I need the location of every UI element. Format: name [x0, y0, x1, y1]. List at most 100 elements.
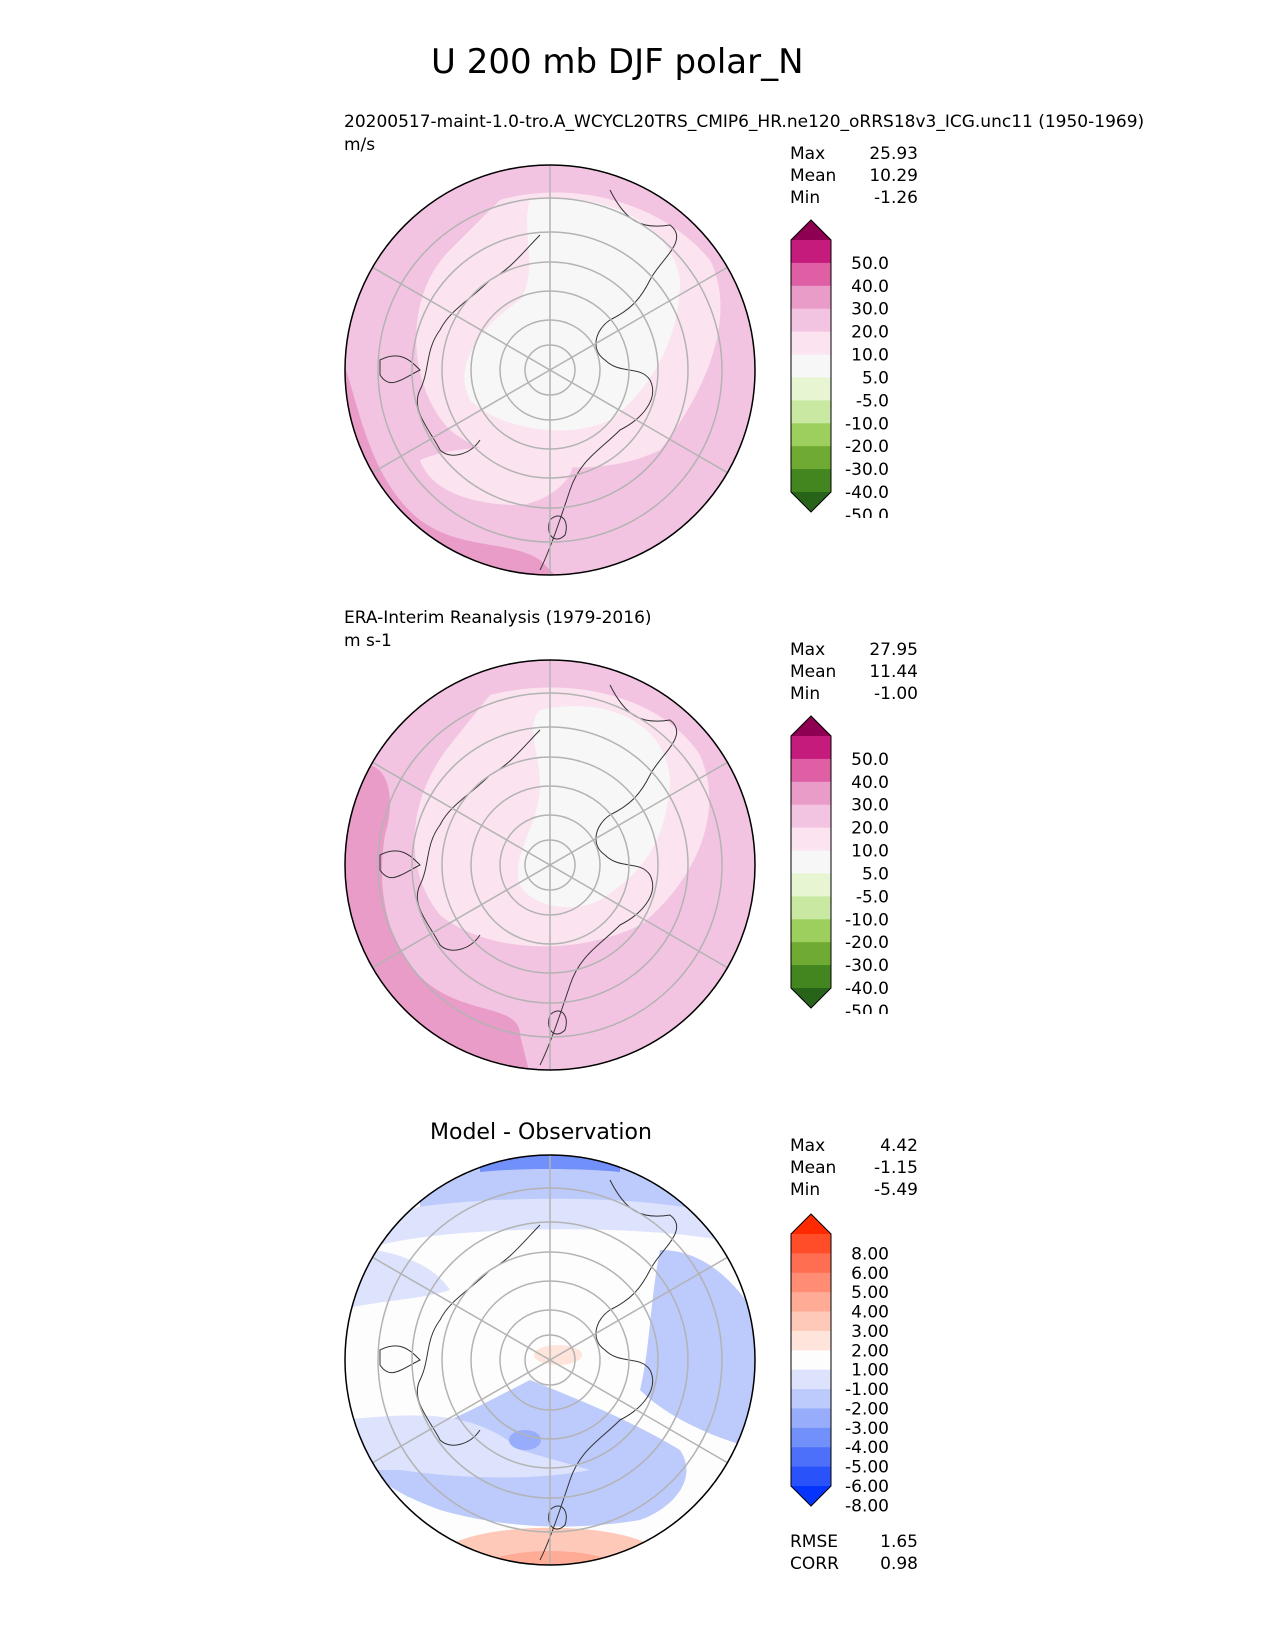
panel1-label-line2: m/s	[344, 135, 376, 155]
panel1-colorbar-tick-label: 40.0	[851, 277, 889, 297]
panel2-stat-min-value: -1.00	[874, 684, 918, 704]
panel3-colorbar-tick-label: -5.00	[845, 1458, 889, 1478]
panel3-stat-corr-label: CORR	[790, 1554, 839, 1574]
panel3-field-negative-core	[509, 1430, 541, 1450]
panel3-colorbar-tick-label: -1.00	[845, 1380, 889, 1400]
panel3-stat-min-label: Min	[790, 1180, 821, 1200]
panel1-field-core	[464, 198, 680, 431]
panel1-colorbar-tick-label: 30.0	[851, 300, 889, 320]
panel1-stat-mean-value: 10.29	[869, 166, 918, 186]
panel1-colorbar-segment-5	[791, 331, 831, 356]
panel2-colorbar-tick-label: 50.0	[851, 750, 889, 770]
panel2-colorbar-segment-11	[791, 965, 831, 989]
panel1-graticule	[371, 165, 729, 575]
panel3-colorbar-segment-3	[791, 1272, 831, 1293]
panel3-colorbar: 8.006.005.004.003.002.001.00-1.00-2.00-3…	[790, 1213, 889, 1512]
panel3-colorbar-segment-0	[791, 1214, 831, 1234]
panel1-colorbar-segment-2	[791, 262, 831, 287]
panel3-stat-mean-value: -1.15	[874, 1158, 918, 1178]
panel1-colorbar-segment-4	[791, 308, 831, 333]
panel2-colorbar-segment-0	[791, 716, 831, 736]
panel2-colorbar-segment-5	[791, 827, 831, 852]
panel3-colorbar-segment-7	[791, 1350, 831, 1371]
panel2-colorbar-segment-4	[791, 804, 831, 829]
panel3-colorbar-tick-label: -3.00	[845, 1419, 889, 1439]
panel3-stat-rmse-label: RMSE	[790, 1532, 839, 1552]
panel2-colorbar-tick-label: -20.0	[845, 933, 889, 953]
panel3-stat-mean-label: Mean	[790, 1158, 837, 1178]
panel1-colorbar-segment-0	[791, 220, 831, 240]
panel1-colorbar-tick-label: -10.0	[845, 414, 889, 434]
panel3-graticule	[371, 1155, 729, 1565]
panel2-colorbar-tick-label: -10.0	[845, 910, 889, 930]
panel1-colorbar-tick-label: -50.0	[845, 506, 889, 518]
panel1-colorbar-tick-label: 20.0	[851, 323, 889, 343]
panel2-map	[344, 659, 756, 1071]
panel3-field-east	[640, 1250, 755, 1450]
panel2-colorbar-tick-label: -50.0	[845, 1002, 889, 1014]
panel3-map	[344, 1154, 756, 1566]
panel3-stat-min-value: -5.49	[874, 1180, 918, 1200]
panel2-colorbar-tick-label: 30.0	[851, 796, 889, 816]
panel2-label-line2: m s-1	[344, 631, 392, 651]
panel2-colorbar-segment-7	[791, 873, 831, 897]
panel3-colorbar-tick-label: 4.00	[851, 1303, 889, 1323]
panel2-colorbar-segment-2	[791, 758, 831, 783]
panel3-stat-rmse-value: 1.65	[880, 1532, 918, 1552]
panel3-colorbar-tick-label: -6.00	[845, 1477, 889, 1497]
panel3-stat-max-label: Max	[790, 1136, 826, 1156]
panel1-stat-min-value: -1.26	[874, 188, 918, 208]
panel3-colorbar-segment-13	[791, 1466, 831, 1487]
panel2-colorbar-segment-10	[791, 942, 831, 966]
panel2-colorbar-tick-label: 20.0	[851, 819, 889, 839]
panel3-colorbar-tick-label: 6.00	[851, 1264, 889, 1284]
panel3-map-border	[344, 1154, 756, 1566]
panel2-graticule	[371, 660, 729, 1070]
panel3-stat-corr-value: 0.98	[880, 1554, 918, 1574]
panel1-map-border	[344, 164, 756, 576]
panel2-colorbar-segment-8	[791, 896, 831, 920]
panel1-colorbar-segment-12	[791, 492, 831, 512]
panel3-colorbar-segment-8	[791, 1369, 831, 1390]
panel1-label-line1: 20200517-maint-1.0-tro.A_WCYCL20TRS_CMIP…	[344, 112, 1145, 132]
panel1-colorbar-tick-label: 5.0	[862, 368, 889, 388]
panel2-colorbar-outline	[790, 715, 832, 1009]
panel2-colorbar-segment-6	[791, 850, 831, 874]
panel2-stat-max-label: Max	[790, 640, 826, 660]
panel1-field-south-lobe	[420, 448, 573, 505]
panel3-colorbar-segment-14	[791, 1486, 831, 1506]
panel3-colorbar-segment-12	[791, 1447, 831, 1468]
panel3-colorbar-tick-label: 2.00	[851, 1341, 889, 1361]
panel3-field-south-belt	[345, 1415, 590, 1478]
panel3-colorbar-segment-2	[791, 1253, 831, 1274]
panel2-colorbar-segment-9	[791, 919, 831, 943]
panel1-colorbar-segment-6	[791, 354, 831, 378]
panel3-colorbar-segment-9	[791, 1389, 831, 1409]
panel2-colorbar: 50.0 40.0 30.0 20.0 10.05.0 -5.0 -10.0 -20.0 -30…	[790, 715, 889, 1014]
panel3-colorbar-segment-6	[791, 1330, 831, 1351]
panel1-stat-max-value: 25.93	[869, 144, 918, 164]
panel3-colorbar-segment-4	[791, 1292, 831, 1313]
panel2-stat-min-label: Min	[790, 684, 821, 704]
panel1-stat-mean-label: Mean	[790, 166, 837, 186]
panel3-colorbar-segment-11	[791, 1427, 831, 1448]
panel1-colorbar-segment-3	[791, 285, 831, 310]
figure-title: U 200 mb DJF polar_N	[431, 42, 804, 82]
panel3-colorbar-tick-label: 8.00	[851, 1244, 889, 1264]
panel1-colorbar-tick-label: -30.0	[845, 460, 889, 480]
panel2-stat-max-value: 27.95	[869, 640, 918, 660]
panel2-colorbar-segment-3	[791, 781, 831, 806]
panel2-colorbar-tick-label: -30.0	[845, 956, 889, 976]
panel1-colorbar-segment-9	[791, 423, 831, 447]
panel1-stat-min-label: Min	[790, 188, 821, 208]
panel1-colorbar: 50.0 40.0 30.0 20.0 10.05.0 -5.0 -10.0 -20.0 -30…	[790, 219, 889, 518]
panel2-colorbar-tick-label: 10.0	[851, 842, 889, 862]
panel1-colorbar-tick-label: -40.0	[845, 483, 889, 503]
panel2-colorbar-segment-12	[791, 988, 831, 1008]
panel3-colorbar-tick-label: 3.00	[851, 1322, 889, 1342]
panel2-colorbar-tick-label: -40.0	[845, 979, 889, 999]
panel3-title: Model - Observation	[430, 1120, 652, 1145]
panel3-colorbar-outline	[790, 1213, 832, 1507]
panel1-colorbar-segment-1	[791, 240, 831, 264]
panel1-map	[344, 164, 756, 576]
